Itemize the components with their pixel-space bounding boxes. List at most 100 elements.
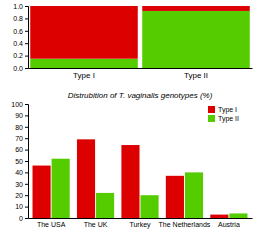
y-axis: 0.0 0.2 0.4 0.6 0.8 1.0	[13, 3, 28, 72]
y-tick: 70	[15, 135, 28, 142]
y-tick-mark	[25, 56, 28, 57]
axis-domain	[29, 68, 253, 69]
axis-domain	[25, 7, 29, 69]
bar	[210, 215, 228, 218]
y-tick: 40	[15, 169, 28, 176]
x-tick: The USA	[37, 221, 66, 228]
y-tick-label: 0.0	[13, 65, 23, 72]
chart-root: 0.00.20.40.60.81.0Type IType II010203040…	[0, 0, 260, 245]
y-tick-label: 20	[15, 192, 23, 199]
y-tick-mark	[25, 115, 28, 116]
y-tick: 0.4	[13, 40, 28, 47]
y-tick-mark	[25, 18, 28, 19]
bar	[33, 166, 51, 218]
bar	[121, 145, 139, 218]
x-tick: The Netherlands	[159, 221, 211, 228]
y-tick-label: 100	[11, 101, 23, 108]
y-tick-label: 1.0	[13, 3, 23, 10]
y-tick: 1.0	[13, 3, 28, 10]
y-tick-label: 30	[15, 181, 23, 188]
y-tick-mark	[25, 184, 28, 185]
bar	[140, 195, 158, 218]
y-tick-mark	[25, 6, 28, 7]
y-tick-label: 0.8	[13, 15, 23, 22]
legend-label: Type II	[218, 115, 239, 123]
x-tick: The UK	[84, 221, 108, 228]
y-tick-label: 60	[15, 146, 23, 153]
bar	[52, 159, 70, 218]
x-axis: The USA The UK Turkey The Netherlands Austri…	[29, 219, 253, 229]
y-tick-mark	[25, 68, 28, 69]
bar	[142, 11, 250, 68]
y-tick-mark	[25, 138, 28, 139]
y-tick-label: 0.4	[13, 40, 23, 47]
y-tick-label: 90	[15, 112, 23, 119]
y-tick-mark	[25, 127, 28, 128]
plot-area	[33, 139, 248, 218]
y-tick-mark	[25, 161, 28, 162]
plot-area	[30, 6, 250, 68]
y-tick-label: 10	[15, 203, 23, 210]
legend-label: Type I	[218, 106, 237, 114]
bar	[229, 213, 247, 218]
legend-swatch	[208, 115, 215, 122]
axis-domain	[29, 218, 253, 219]
x-tick: Turkey	[129, 221, 151, 229]
bar	[142, 6, 250, 11]
x-tick: Type II	[184, 71, 208, 80]
legend-item: Type I	[208, 106, 237, 114]
x-tick-label: Type II	[184, 71, 208, 80]
bar	[30, 6, 138, 59]
x-tick-label: The UK	[84, 221, 108, 228]
bar	[77, 139, 95, 218]
y-tick: 90	[15, 112, 28, 119]
y-tick: 20	[15, 192, 28, 199]
y-tick: 0.0	[13, 65, 28, 72]
y-tick-mark	[25, 172, 28, 173]
chart-title: Distrubition of T. vaginalis genotypes (…	[68, 91, 213, 100]
y-tick: 0.2	[13, 52, 28, 59]
x-tick-label: The USA	[37, 221, 66, 228]
bar	[185, 172, 203, 218]
y-tick-label: 40	[15, 169, 23, 176]
y-tick: 0.6	[13, 28, 28, 35]
y-tick-mark	[25, 195, 28, 196]
x-tick-label: Austria	[218, 221, 240, 228]
chart-svg: 0.00.20.40.60.81.0Type IType II010203040…	[0, 0, 260, 245]
legend: Type IType II	[208, 106, 239, 123]
y-tick-label: 0.6	[13, 28, 23, 35]
y-tick-mark	[25, 207, 28, 208]
y-tick-mark	[25, 150, 28, 151]
y-tick: 50	[15, 158, 28, 165]
legend-item: Type II	[208, 115, 239, 123]
y-axis: 0 10 20 30 40 50 60 70 80 90 100	[11, 101, 28, 222]
legend-swatch	[208, 106, 215, 113]
y-tick: 100	[11, 101, 28, 108]
y-tick-label: 80	[15, 124, 23, 131]
y-tick: 0	[19, 215, 28, 222]
x-axis: Type I Type II	[29, 69, 253, 80]
axis-domain	[25, 105, 29, 219]
y-tick: 30	[15, 181, 28, 188]
y-tick: 0.8	[13, 15, 28, 22]
x-tick-label: The Netherlands	[159, 221, 211, 228]
bar	[96, 193, 114, 218]
chart-0: 0.0 0.2 0.4 0.6 0.8 1.0 Type I Type II	[13, 3, 252, 80]
x-tick: Type I	[73, 71, 95, 80]
y-tick: 60	[15, 146, 28, 153]
x-tick-label: Type I	[73, 71, 95, 80]
chart-1: 0 10 20 30 40 50 60 70 80 90 100 The USA The UK Turke…	[11, 91, 252, 229]
y-tick-mark	[25, 43, 28, 44]
y-tick-label: 70	[15, 135, 23, 142]
x-tick: Austria	[218, 221, 240, 228]
y-tick-mark	[25, 218, 28, 219]
y-tick-mark	[25, 31, 28, 32]
y-tick-mark	[25, 104, 28, 105]
y-tick-label: 50	[15, 158, 23, 165]
y-tick-label: 0	[19, 215, 23, 222]
x-tick-label: Turkey	[129, 221, 151, 229]
bar	[30, 59, 138, 68]
bar	[166, 176, 184, 218]
y-tick: 80	[15, 124, 28, 131]
y-tick: 10	[15, 203, 28, 210]
